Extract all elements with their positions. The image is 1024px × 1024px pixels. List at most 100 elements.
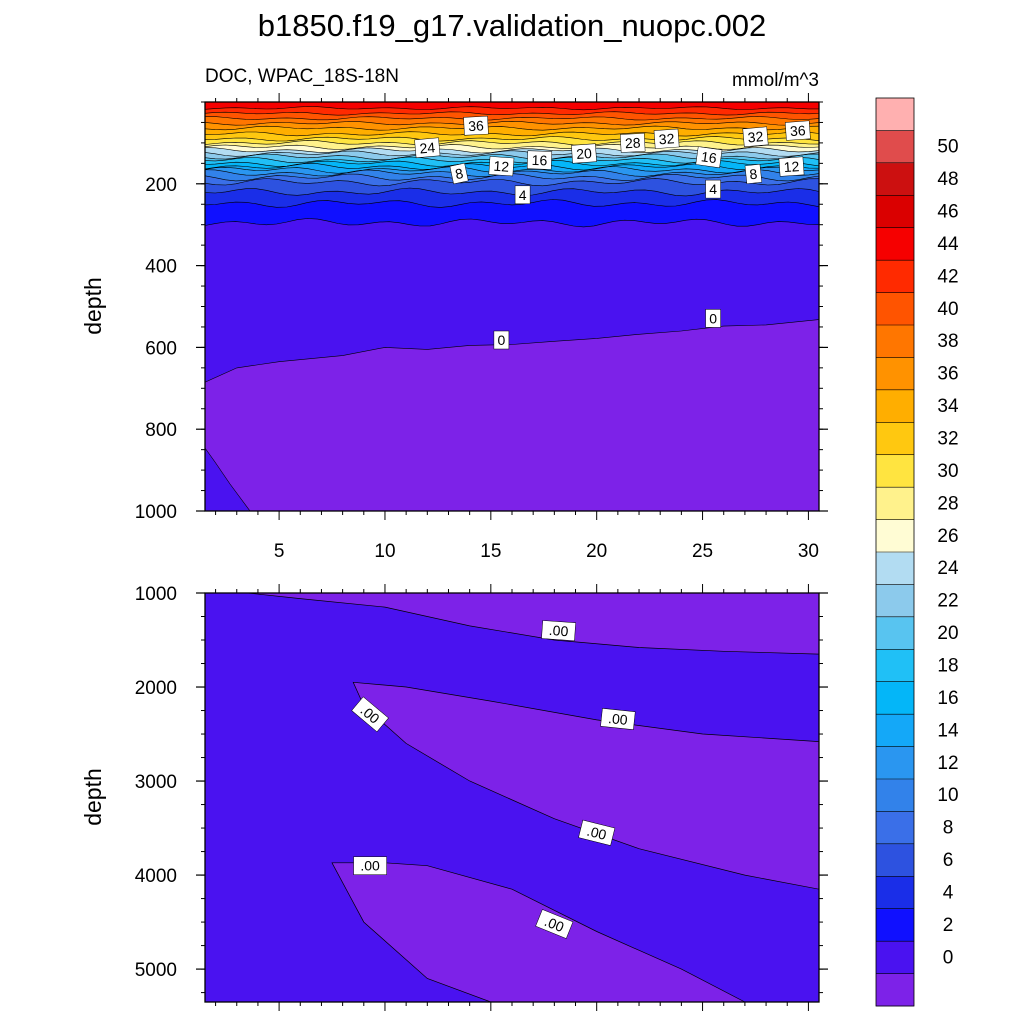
band-fill <box>247 593 819 655</box>
colorbar-label: 12 <box>937 753 958 774</box>
colorbar-swatch <box>876 811 914 845</box>
colorbar-swatch <box>876 616 914 650</box>
contour-label-box <box>463 115 489 136</box>
colorbar-swatch <box>876 389 914 423</box>
contour-label-text: 12 <box>493 158 510 175</box>
contour-label-box <box>619 133 646 153</box>
colorbar-label: 4 <box>943 883 954 904</box>
contour-label-text: 12 <box>783 158 800 175</box>
upper-ylabel: depth <box>80 277 106 335</box>
contour-label: 36 <box>784 120 811 141</box>
colorbar-label: 14 <box>937 720 959 741</box>
contour-line <box>205 116 819 121</box>
colorbar-swatch <box>876 584 914 618</box>
xtick-label: 5 <box>274 541 285 562</box>
contour-label: .00 <box>600 708 636 730</box>
contour-label-box <box>705 179 721 199</box>
contour-label-text: .00 <box>585 823 608 843</box>
lower-contour-labels: .00 .00 .00 .00 .00 .00 <box>351 620 636 939</box>
contour-label-box <box>353 856 387 875</box>
contour-label: 8 <box>744 163 763 185</box>
colorbar-label: 20 <box>937 623 958 644</box>
colorbar-label: 2 <box>943 915 954 936</box>
colorbar-label: 16 <box>937 688 958 709</box>
ytick-label: 1000 <box>135 584 177 605</box>
contour-label-box <box>600 708 636 730</box>
contour-label: 12 <box>488 156 515 177</box>
contour-label-text: 36 <box>789 122 806 139</box>
contour-line <box>205 120 819 126</box>
contour-label-box <box>535 909 574 939</box>
contour-label-text: 4 <box>519 187 527 203</box>
band-fill <box>205 447 251 511</box>
contour-label-text: 20 <box>576 145 593 162</box>
contour-line <box>205 199 819 208</box>
contour-line <box>205 131 819 137</box>
contour-label-text: .00 <box>607 710 628 728</box>
contour-label-box <box>695 146 723 169</box>
colorbar-label: 8 <box>943 818 954 839</box>
contour-label-text: 32 <box>747 128 764 145</box>
contour-label: .00 <box>535 909 574 939</box>
colorbar-swatch <box>876 746 914 780</box>
lower-panel: 1000 2000 3000 4000 5000 .00 .00 .00 .00 .00.00 … <box>80 584 828 1011</box>
colorbar-label: 6 <box>943 850 954 871</box>
contour-label-box <box>742 126 769 148</box>
colorbar-label: 32 <box>937 429 958 450</box>
xtick-label: 30 <box>798 541 819 562</box>
contour-label-text: .00 <box>548 622 569 639</box>
contour-label-text: 0 <box>498 332 506 348</box>
contour-label-box <box>705 309 721 328</box>
colorbar-swatch <box>876 98 914 131</box>
colorbar-swatch <box>876 973 914 1007</box>
contour-label-text: 32 <box>658 130 675 147</box>
colorbar-frame <box>875 97 915 1007</box>
contour-label-box <box>493 330 510 350</box>
colorbar-label: 44 <box>937 234 959 255</box>
ytick-label: 3000 <box>135 772 177 793</box>
colorbar-label: 48 <box>937 169 958 190</box>
contour-label-box <box>514 185 531 205</box>
ytick-label: 200 <box>145 175 177 196</box>
colorbar-swatch <box>876 681 914 715</box>
contour-label: .00 <box>578 819 616 846</box>
colorbar-swatch <box>876 162 914 196</box>
contour-label-text: 8 <box>454 165 465 182</box>
colorbar-swatch <box>876 843 914 877</box>
colorbar-label: 24 <box>937 558 959 579</box>
ytick-label: 800 <box>145 420 177 441</box>
ytick-label: 400 <box>145 257 177 278</box>
contour-label-text: 0 <box>709 310 717 326</box>
left-subtitle: DOC, WPAC_18S-18N <box>205 66 399 87</box>
colorbar-swatch <box>876 325 914 358</box>
contour-label: 0 <box>493 330 510 350</box>
contour-label-box <box>414 137 441 159</box>
contour-label: 4 <box>705 179 721 199</box>
xtick-label: 25 <box>692 541 713 562</box>
contour-label: 24 <box>414 137 441 159</box>
contour-label: .00 <box>353 856 387 875</box>
contour-label-box <box>578 819 616 846</box>
contour-line <box>205 144 819 150</box>
colorbar-label: 36 <box>937 364 958 385</box>
lower-ylabel: depth <box>80 768 106 826</box>
colorbar-label: 38 <box>937 331 958 352</box>
colorbar-label: 18 <box>937 656 958 677</box>
colorbar-swatch <box>876 519 914 553</box>
band-fill <box>205 319 819 511</box>
colorbar-swatch <box>876 454 914 488</box>
contour-line <box>205 140 819 146</box>
lower-axis-ticks: 1000 2000 3000 4000 5000 <box>135 584 828 1011</box>
ytick-label: 5000 <box>135 960 177 981</box>
contour-label-box <box>351 696 389 733</box>
colorbar-label: 10 <box>937 785 958 806</box>
band-fill <box>331 862 746 1002</box>
contour-label-text: .00 <box>360 858 380 874</box>
colorbar-swatch <box>876 292 914 326</box>
contour-label-box <box>526 150 553 170</box>
contour-label-text: 16 <box>700 148 718 166</box>
colorbar-swatch <box>876 908 914 942</box>
